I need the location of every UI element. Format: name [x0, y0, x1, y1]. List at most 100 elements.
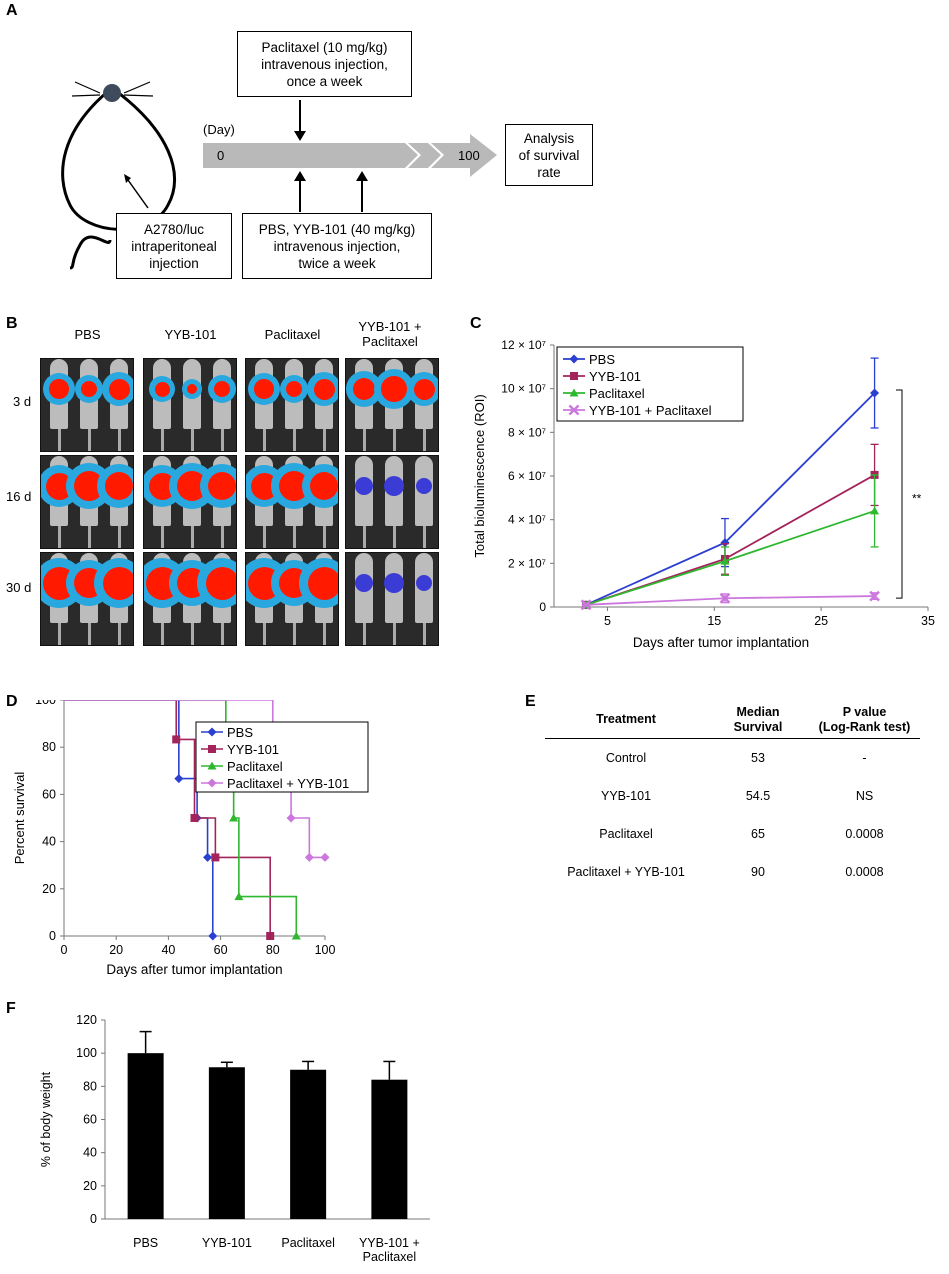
signal-core	[213, 380, 231, 398]
timeline-start: 0	[217, 148, 225, 163]
table-cell: NS	[855, 788, 874, 803]
signal-core	[154, 381, 170, 397]
signal-core	[49, 379, 69, 399]
timeline-arrow	[203, 134, 497, 177]
bar-group	[127, 1030, 164, 1219]
legend-label: YYB-101	[227, 742, 279, 757]
data-point	[234, 892, 244, 901]
mouse-tail	[118, 526, 121, 548]
series-paclitaxel	[581, 474, 880, 609]
legend: PBS YYB-101 Paclitaxel Paclitaxel + YYB-101	[195, 721, 369, 793]
header-treatment: Treatment	[596, 712, 656, 727]
x-tick-label: 20	[109, 943, 123, 957]
panel-letter-d: D	[6, 693, 18, 710]
mouse-tail	[393, 429, 396, 451]
bar	[208, 1067, 245, 1219]
legend-marker	[569, 354, 579, 364]
table-cell: Paclitaxel + YYB-101	[567, 864, 685, 879]
table-cell: 65	[751, 826, 765, 841]
legend-marker	[207, 761, 217, 770]
data-point	[580, 599, 592, 611]
signal-core	[381, 376, 407, 402]
signal-halo	[355, 574, 373, 592]
mouse-tail	[393, 526, 396, 548]
signal-core	[285, 380, 303, 398]
y-tick-label: 6 × 10⁷	[508, 469, 546, 483]
mouse-tail	[423, 429, 426, 451]
mouse-tail	[323, 623, 326, 645]
mouse-tail	[293, 526, 296, 548]
mouse-tail	[323, 526, 326, 548]
data-point-stroke	[719, 592, 731, 604]
mouse-tail	[161, 623, 164, 645]
x-tick-label: 15	[707, 614, 721, 628]
table-row: Paclitaxel 65 0.0008	[545, 815, 920, 853]
bar-group	[290, 1060, 327, 1219]
chart-d-survival: 0 20 40 60 80 100 0 20 40 60 80 100 Days after tumor…	[12, 700, 369, 977]
bli-image-tile	[40, 552, 134, 646]
table-cell: 54.5	[745, 788, 771, 803]
mouse-tail	[293, 429, 296, 451]
y-tick-label: 100	[35, 700, 56, 707]
y-tick-label: 0	[539, 600, 546, 614]
survival-line	[64, 700, 214, 936]
mouse-tail	[263, 623, 266, 645]
bar	[371, 1079, 408, 1219]
y-tick-label: 40	[83, 1146, 97, 1160]
legend-label: PBS	[227, 725, 253, 740]
bli-image-tile	[245, 358, 339, 452]
data-point	[291, 931, 301, 940]
signal-core	[413, 378, 435, 400]
panel-letter-a: A	[6, 2, 18, 19]
data-point	[286, 813, 296, 823]
signal-core	[205, 566, 236, 600]
signal-halo	[355, 477, 373, 495]
signal-core	[254, 379, 274, 399]
legend-label: Paclitaxel + YYB-101	[227, 776, 349, 791]
mouse-tail	[161, 526, 164, 548]
signal-halo	[416, 478, 432, 494]
x-tick-label: 100	[315, 943, 336, 957]
mouse-tail	[88, 623, 91, 645]
bli-image-tile	[40, 358, 134, 452]
col-label-yyb: YYB-101	[164, 327, 217, 342]
series-line	[585, 510, 875, 606]
legend-marker	[207, 727, 217, 737]
legend-marker-stroke	[568, 404, 580, 416]
legend-marker	[569, 388, 579, 397]
row-label-16d: 16 d	[6, 489, 32, 504]
mouse-tail	[191, 429, 194, 451]
category-label: Paclitaxel	[281, 1236, 335, 1250]
data-point	[266, 932, 275, 940]
series-yyb-101-paclitaxel	[580, 590, 880, 611]
col-label-pbs: PBS	[74, 327, 101, 342]
series-line	[586, 595, 875, 606]
bli-image-tile	[345, 358, 439, 452]
header-pvalue: P value (Log-Rank test)	[818, 704, 911, 734]
mouse-tail	[191, 623, 194, 645]
bar-group	[208, 1061, 245, 1219]
signal-halo	[416, 575, 432, 591]
x-tick-label: 0	[61, 943, 68, 957]
col-label-combo: YYB-101 + Paclitaxel	[358, 319, 422, 349]
data-point	[208, 931, 218, 941]
table-row: Control 53 -	[545, 738, 920, 777]
mouse-tail	[221, 623, 224, 645]
mouse-tail	[423, 623, 426, 645]
category-label: PBS	[133, 1236, 158, 1250]
y-axis-label: % of body weight	[39, 1071, 53, 1167]
bli-image-tile	[245, 455, 339, 549]
data-point	[304, 852, 314, 862]
signal-core	[307, 566, 338, 600]
series-yyb-101	[582, 443, 879, 609]
bli-image-tile	[143, 455, 237, 549]
bar	[290, 1069, 327, 1219]
category-label: Paclitaxel	[363, 1250, 417, 1264]
mouse-tail	[118, 429, 121, 451]
row-label-30d: 30 d	[6, 580, 32, 595]
y-tick-label: 20	[83, 1179, 97, 1193]
legend-label: PBS	[589, 352, 615, 367]
x-tick-label: 40	[161, 943, 175, 957]
signal-core	[108, 378, 130, 400]
y-tick-label: 2 × 10⁷	[508, 556, 546, 570]
